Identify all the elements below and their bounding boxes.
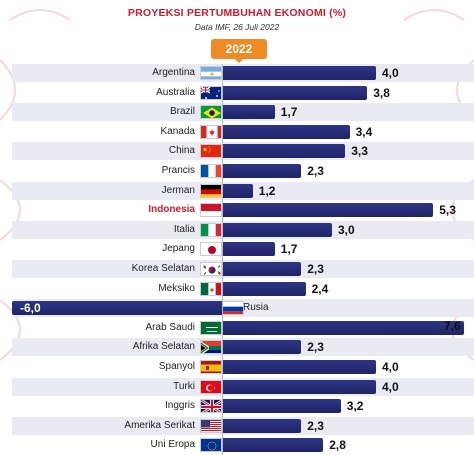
value-label-indonesia: 5,3 <box>439 203 456 218</box>
country-label-arab-saudi: Arab Saudi <box>145 321 195 333</box>
value-label-australia: 3,8 <box>373 85 390 100</box>
bar-korea-selatan <box>222 262 302 276</box>
value-label-spanyol: 4,0 <box>382 360 399 374</box>
country-label-australia: Australia <box>156 86 195 98</box>
country-label-italia: Italia <box>173 223 195 235</box>
flag-france-icon <box>200 164 222 178</box>
flag-australia-icon <box>200 85 222 100</box>
flag-japan-icon <box>200 242 222 257</box>
flag-usa-icon <box>200 418 222 433</box>
flag-mexico-icon <box>200 281 222 296</box>
bar-uni-eropa <box>222 438 324 453</box>
bar-meksiko <box>222 281 306 296</box>
value-label-kanada: 3,4 <box>355 124 373 139</box>
bar-inggris <box>222 399 341 414</box>
value-label-china: 3,3 <box>351 144 368 159</box>
value-label-uni-eropa: 2,8 <box>329 438 346 453</box>
value-label-amerika-serikat: 2,3 <box>307 418 324 433</box>
zero-axis-line <box>222 64 223 455</box>
value-label-jerman: 1,2 <box>258 183 276 198</box>
country-label-china: China <box>168 145 195 157</box>
value-label-arab-saudi: 7,6 <box>444 318 461 333</box>
flag-germany-icon <box>200 183 222 198</box>
country-label-korea-selatan: Korea Selatan <box>131 263 195 274</box>
year-badge: 2022 <box>211 39 267 59</box>
bar-amerika-serikat <box>222 418 302 433</box>
chart-title: PROYEKSI PERTUMBUHAN EKONOMI (%) <box>127 7 347 19</box>
bar-indonesia <box>222 203 434 218</box>
country-label-jerman: Jerman <box>161 184 195 196</box>
value-label-argentina: 4,0 <box>382 66 399 80</box>
flag-turkey-icon <box>200 379 222 394</box>
bar-jepang <box>222 242 275 257</box>
value-label-rusia: -6,0 <box>20 301 41 316</box>
country-label-indonesia: Indonesia <box>148 204 195 216</box>
flag-argentina-icon <box>200 66 222 80</box>
bar-prancis <box>222 164 302 178</box>
country-label-spanyol: Spanyol <box>158 361 195 372</box>
flag-south-africa-icon <box>200 340 222 355</box>
flag-spain-icon <box>200 360 222 374</box>
value-label-prancis: 2,3 <box>307 164 324 178</box>
flag-italy-icon <box>200 222 222 237</box>
bar-brazil <box>222 105 275 120</box>
flag-indonesia-icon <box>200 203 222 218</box>
bar-kanada <box>222 124 350 139</box>
bar-australia <box>222 85 368 100</box>
country-label-uni-eropa: Uni Eropa <box>150 439 195 451</box>
bar-afrika-selatan <box>222 340 302 355</box>
country-label-argentina: Argentina <box>152 67 195 78</box>
country-label-kanada: Kanada <box>160 125 195 137</box>
bar-argentina <box>222 66 376 80</box>
flag-canada-icon <box>200 124 222 139</box>
country-label-turki: Turki <box>173 380 195 392</box>
country-label-brazil: Brazil <box>169 106 195 118</box>
country-label-jepang: Jepang <box>162 243 195 255</box>
bar-italia <box>222 222 332 237</box>
value-label-inggris: 3,2 <box>346 399 364 414</box>
bar-china <box>222 144 346 159</box>
value-label-italia: 3,0 <box>338 222 355 237</box>
flag-brazil-icon <box>200 105 222 120</box>
country-label-amerika-serikat: Amerika Serikat <box>124 419 195 431</box>
value-label-korea-selatan: 2,3 <box>307 262 324 276</box>
value-label-afrika-selatan: 2,3 <box>307 340 324 355</box>
value-label-jepang: 1,7 <box>280 242 298 257</box>
flag-saudi-arabia-icon <box>200 320 222 335</box>
country-label-rusia: Rusia <box>243 302 269 314</box>
bar-arab-saudi <box>222 320 464 335</box>
flag-russia-icon <box>222 301 244 316</box>
value-label-turki: 4,0 <box>382 379 399 394</box>
country-label-afrika-selatan: Afrika Selatan <box>132 341 195 353</box>
bar-jerman <box>222 183 253 198</box>
bar-rusia <box>12 301 222 316</box>
year-badge-pointer <box>235 59 243 63</box>
country-label-meksiko: Meksiko <box>158 282 195 294</box>
chart-subtitle: Data IMF, 26 Juli 2022 <box>194 22 280 32</box>
flag-south-korea-icon <box>200 262 222 276</box>
bar-turki <box>222 379 376 394</box>
country-label-inggris: Inggris <box>164 400 195 412</box>
flag-uk-icon <box>200 399 222 414</box>
flag-china-icon <box>200 144 222 159</box>
country-label-prancis: Prancis <box>161 165 195 176</box>
flag-eu-icon <box>200 438 222 453</box>
value-label-brazil: 1,7 <box>280 105 298 120</box>
value-label-meksiko: 2,4 <box>311 281 329 296</box>
bar-spanyol <box>222 360 376 374</box>
